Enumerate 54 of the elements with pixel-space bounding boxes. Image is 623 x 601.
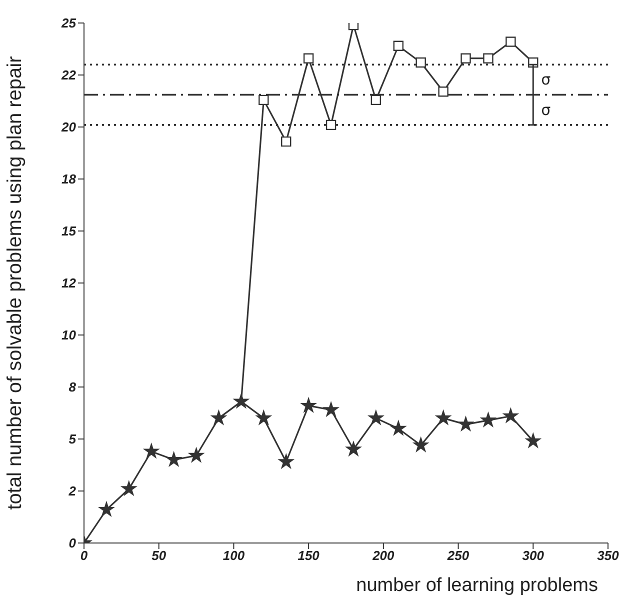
y-tick-label: 8 — [68, 380, 77, 395]
x-tick-label: 200 — [372, 548, 396, 564]
point — [122, 481, 136, 496]
point — [234, 394, 248, 408]
point — [324, 402, 338, 416]
x-tick-label: 100 — [222, 548, 246, 564]
x-axis-title: number of learning problems — [356, 575, 598, 596]
point — [370, 94, 382, 106]
point — [526, 433, 540, 448]
point — [166, 452, 182, 466]
x-tick-label: 300 — [522, 548, 545, 564]
point — [189, 448, 204, 462]
y-axis-title: total number of solvable problems using plan repair — [4, 56, 26, 510]
point — [438, 86, 448, 97]
point — [483, 53, 494, 64]
y-tick-label: 22 — [60, 68, 77, 83]
y-tick-label: 10 — [62, 328, 77, 343]
y-tick-label: 15 — [62, 224, 77, 239]
point — [303, 53, 314, 64]
y-tick-label: 12 — [62, 276, 77, 291]
point — [458, 416, 474, 431]
point — [436, 410, 451, 424]
x-tick-label: 0 — [80, 548, 88, 564]
point — [211, 410, 226, 424]
point — [506, 36, 516, 47]
point — [278, 454, 294, 468]
y-tick-label: 20 — [60, 120, 77, 135]
point — [99, 502, 114, 516]
y-tick-label: 0 — [68, 536, 77, 551]
y-tick-label: 18 — [62, 172, 77, 187]
point — [480, 412, 496, 427]
point — [391, 421, 406, 435]
point — [144, 444, 159, 458]
point — [503, 408, 518, 422]
x-tick-label: 250 — [446, 548, 470, 564]
point — [368, 410, 384, 424]
point — [256, 410, 271, 424]
y-tick-label: 5 — [68, 432, 77, 447]
x-tick-label: 350 — [597, 548, 620, 564]
y-tick-label: 2 — [68, 484, 77, 499]
point — [414, 438, 428, 452]
y-tick-label: 25 — [60, 16, 77, 31]
x-tick-label: 50 — [152, 548, 167, 564]
point — [281, 136, 292, 147]
point — [346, 442, 361, 456]
annotation: σ — [541, 70, 552, 89]
x-tick-label: 150 — [298, 548, 320, 564]
annotation: σ — [541, 100, 552, 119]
point — [460, 53, 471, 64]
point — [301, 398, 316, 412]
point — [393, 40, 404, 51]
point — [416, 57, 426, 68]
point — [326, 120, 336, 130]
point — [258, 94, 269, 106]
